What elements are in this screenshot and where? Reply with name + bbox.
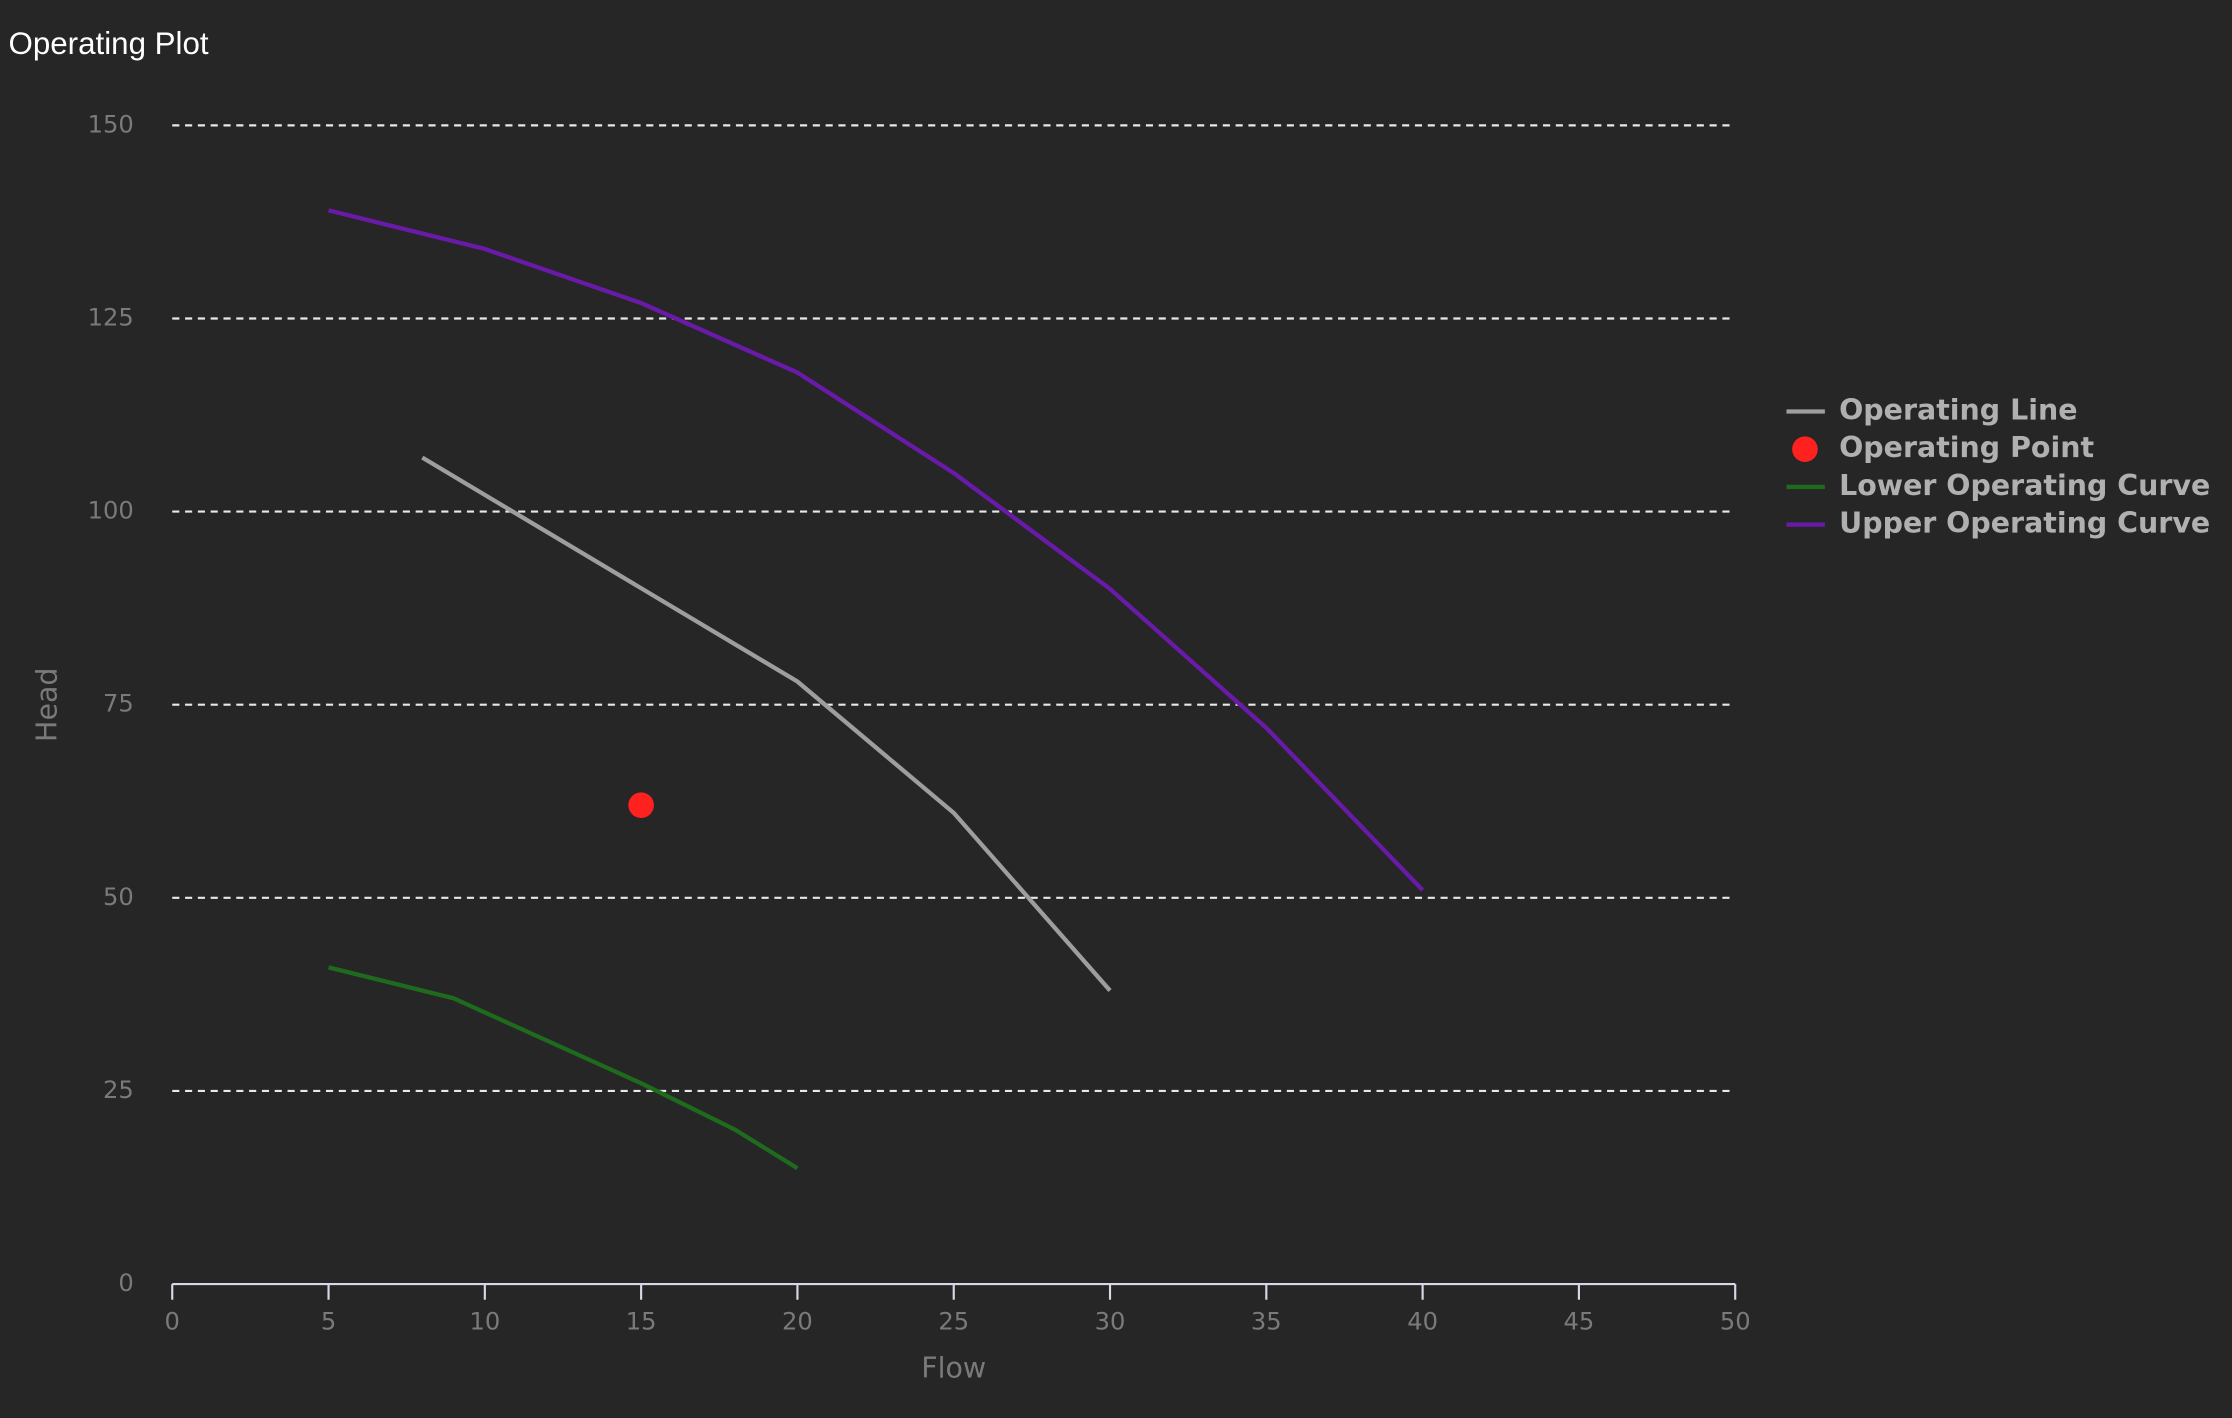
x-tick-label: 0 <box>165 1308 180 1336</box>
x-tick-label: 45 <box>1564 1308 1595 1336</box>
x-tick-label: 5 <box>321 1308 336 1336</box>
x-tick-label: 25 <box>938 1308 969 1336</box>
x-tick-label: 40 <box>1407 1308 1438 1336</box>
legend-label: Upper Operating Curve <box>1839 507 2210 540</box>
x-axis-title: Flow <box>921 1351 986 1384</box>
y-axis-title: Head <box>30 668 63 742</box>
y-tick-label: 25 <box>103 1076 134 1104</box>
y-tick-label: 50 <box>103 883 134 911</box>
y-tick-label: 125 <box>88 303 134 331</box>
legend-label: Lower Operating Curve <box>1839 469 2210 502</box>
y-tick-label: 100 <box>88 497 134 525</box>
x-tick-label: 35 <box>1251 1308 1282 1336</box>
series-line <box>421 455 1112 992</box>
legend-label: Operating Point <box>1839 431 2094 464</box>
x-tick-label: 20 <box>782 1308 813 1336</box>
legend-label: Operating Line <box>1839 393 2077 426</box>
y-tick-label: 0 <box>118 1269 133 1297</box>
x-tick-label: 50 <box>1720 1308 1751 1336</box>
data-point <box>628 792 654 818</box>
x-tick-label: 15 <box>626 1308 657 1336</box>
x-tick-label: 30 <box>1095 1308 1126 1336</box>
legend-marker <box>1792 436 1818 463</box>
x-tick-label: 10 <box>469 1308 500 1336</box>
chart-title: Operating Plot <box>9 26 209 61</box>
series-line <box>328 965 799 1171</box>
series-line <box>328 208 1425 892</box>
y-tick-label: 150 <box>88 110 134 138</box>
y-tick-label: 75 <box>103 690 134 718</box>
